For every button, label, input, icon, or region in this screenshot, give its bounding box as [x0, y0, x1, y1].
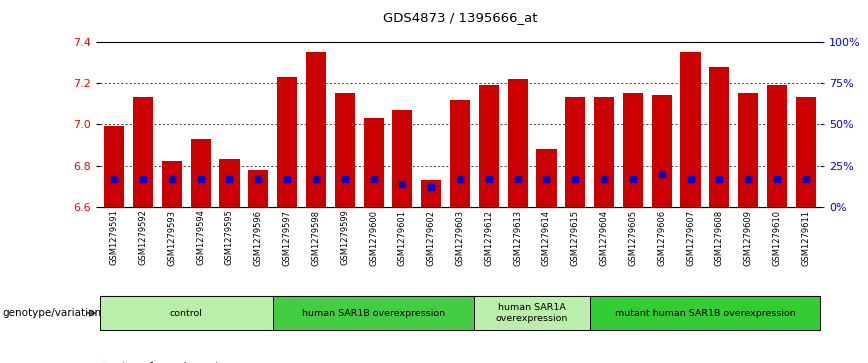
Point: [713, 176, 727, 182]
Point: [309, 176, 323, 182]
Point: [194, 176, 207, 182]
Bar: [191, 139, 211, 207]
Bar: [796, 98, 816, 207]
Text: GSM1279603: GSM1279603: [456, 209, 464, 266]
Point: [482, 176, 496, 182]
Point: [338, 176, 352, 182]
Point: [366, 176, 380, 182]
Text: GSM1279607: GSM1279607: [686, 209, 695, 266]
Bar: [508, 79, 528, 207]
Text: GSM1279600: GSM1279600: [369, 209, 378, 266]
Point: [280, 176, 294, 182]
Text: GSM1279593: GSM1279593: [168, 209, 176, 266]
Text: GSM1279595: GSM1279595: [225, 209, 234, 265]
Bar: [248, 170, 268, 207]
Text: GSM1279591: GSM1279591: [109, 209, 119, 265]
Point: [770, 176, 784, 182]
Bar: [364, 118, 384, 207]
Point: [799, 176, 812, 182]
Text: GSM1279612: GSM1279612: [484, 209, 493, 266]
Bar: [100, 296, 273, 330]
Text: GSM1279599: GSM1279599: [340, 209, 349, 265]
Point: [741, 176, 755, 182]
Text: GSM1279611: GSM1279611: [801, 209, 811, 266]
Text: human SAR1A
overexpression: human SAR1A overexpression: [496, 303, 569, 323]
Bar: [450, 99, 470, 207]
Point: [108, 176, 122, 182]
Text: GSM1279601: GSM1279601: [398, 209, 407, 266]
Bar: [709, 66, 729, 207]
Text: GSM1279598: GSM1279598: [312, 209, 320, 266]
Text: GSM1279608: GSM1279608: [715, 209, 724, 266]
Bar: [767, 85, 787, 207]
Text: GSM1279606: GSM1279606: [657, 209, 667, 266]
Text: GSM1279604: GSM1279604: [600, 209, 608, 266]
Point: [569, 176, 582, 182]
Bar: [421, 180, 441, 207]
Text: GSM1279613: GSM1279613: [513, 209, 523, 266]
Bar: [277, 77, 297, 207]
Point: [597, 176, 611, 182]
Point: [626, 176, 640, 182]
Point: [424, 184, 438, 190]
Bar: [623, 93, 643, 207]
Text: genotype/variation: genotype/variation: [3, 308, 102, 318]
Point: [165, 176, 179, 182]
Bar: [475, 296, 589, 330]
Bar: [220, 159, 240, 207]
Text: GSM1279615: GSM1279615: [571, 209, 580, 266]
Bar: [335, 93, 355, 207]
Bar: [652, 95, 672, 207]
Point: [222, 176, 236, 182]
Text: mutant human SAR1B overexpression: mutant human SAR1B overexpression: [615, 309, 795, 318]
Bar: [565, 98, 585, 207]
Text: GSM1279597: GSM1279597: [283, 209, 292, 266]
Point: [453, 176, 467, 182]
Bar: [536, 149, 556, 207]
Bar: [133, 98, 153, 207]
Point: [396, 181, 410, 187]
Text: GSM1279610: GSM1279610: [773, 209, 781, 266]
Point: [252, 176, 266, 182]
Text: GSM1279592: GSM1279592: [139, 209, 148, 265]
Text: GSM1279609: GSM1279609: [744, 209, 753, 266]
Point: [684, 176, 698, 182]
Point: [136, 176, 150, 182]
Text: ■: ■: [100, 362, 110, 363]
Text: GSM1279614: GSM1279614: [542, 209, 551, 266]
Bar: [738, 93, 759, 207]
Bar: [589, 296, 820, 330]
Point: [540, 176, 554, 182]
Bar: [392, 110, 412, 207]
Bar: [273, 296, 475, 330]
Text: GSM1279596: GSM1279596: [253, 209, 263, 266]
Bar: [104, 126, 124, 207]
Text: GSM1279605: GSM1279605: [628, 209, 637, 266]
Text: GSM1279594: GSM1279594: [196, 209, 205, 265]
Bar: [681, 52, 700, 207]
Text: human SAR1B overexpression: human SAR1B overexpression: [302, 309, 445, 318]
Bar: [479, 85, 499, 207]
Point: [654, 171, 668, 177]
Bar: [306, 52, 326, 207]
Text: transformed count: transformed count: [122, 362, 219, 363]
Text: control: control: [170, 309, 203, 318]
Text: GDS4873 / 1395666_at: GDS4873 / 1395666_at: [383, 11, 537, 24]
Bar: [161, 162, 182, 207]
Point: [510, 176, 524, 182]
Bar: [594, 98, 615, 207]
Text: GSM1279602: GSM1279602: [427, 209, 436, 266]
